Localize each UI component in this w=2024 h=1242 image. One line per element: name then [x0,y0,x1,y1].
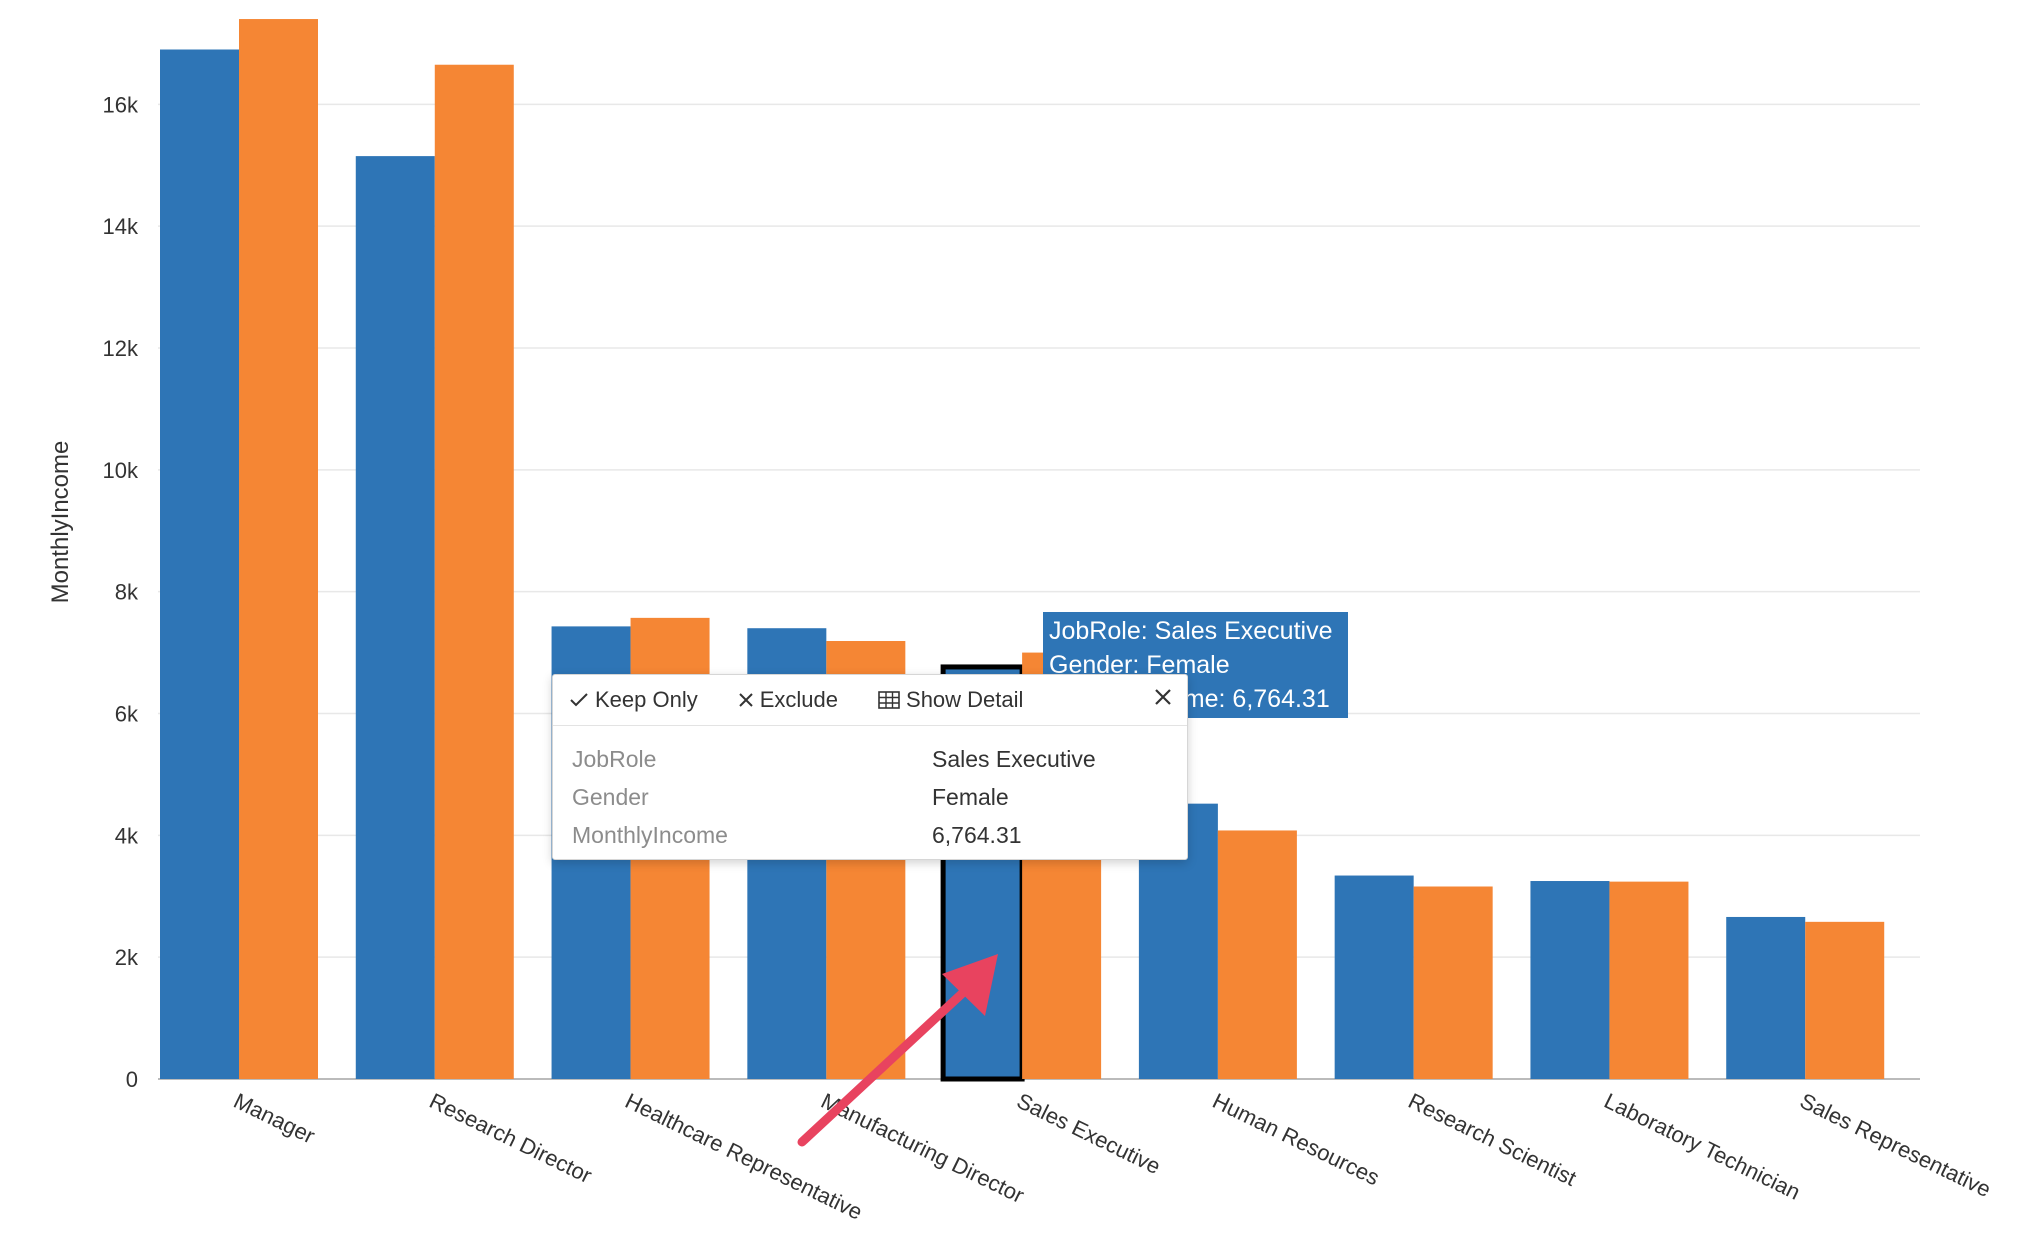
detail-value: 6,764.31 [932,821,1022,848]
exclude-label: Exclude [759,687,839,712]
y-tick-label: 8k [115,580,139,605]
detail-value: Female [932,783,1009,810]
bar[interactable] [1334,875,1414,1079]
bar[interactable] [1217,830,1297,1079]
x-tick-label: Laboratory Technician [1600,1088,1804,1205]
check-icon [569,691,589,709]
x-tick-label: Sales Representative [1796,1088,1995,1202]
bar[interactable] [239,19,318,1079]
annotation-arrow [797,954,998,1147]
keep-only-button[interactable]: Keep Only [569,687,698,713]
x-tick-label: Sales Executive [1013,1088,1165,1179]
x-axis-ticks: Manager Research Director Healthcare Repre… [230,1088,1995,1225]
y-tick-label: 4k [115,823,139,848]
y-axis-title: MonthlyIncome [47,441,74,604]
detail-row: JobRole Sales Executive [553,740,1187,778]
exclude-button[interactable]: Exclude [738,687,838,713]
x-tick-label: Human Resources [1209,1088,1384,1190]
popup-toolbar: Keep Only Exclude Show Detail [553,675,1187,726]
tooltip-jobrole: JobRole: Sales Executive [1049,617,1333,645]
bar[interactable] [1413,886,1493,1079]
detail-key: Gender [572,783,649,810]
bar[interactable] [1805,921,1885,1079]
detail-value: Sales Executive [932,745,1096,772]
bar[interactable] [1609,881,1689,1079]
x-tick-label: Manufacturing Director [817,1088,1028,1208]
close-icon[interactable] [1151,685,1175,715]
bars [160,19,1885,1082]
keep-only-label: Keep Only [595,687,698,712]
x-tick-label: Research Director [426,1088,596,1188]
bar[interactable] [1726,916,1806,1079]
y-tick-label: 2k [115,945,139,970]
context-popup: Keep Only Exclude Show Detail JobRole Sa… [552,674,1188,860]
detail-row: MonthlyIncome 6,764.31 [553,816,1187,854]
y-tick-label: 14k [103,214,139,239]
x-tick-label: Manager [230,1088,319,1149]
y-tick-label: 6k [115,701,139,726]
bar[interactable] [1530,881,1610,1079]
y-tick-label: 12k [103,336,139,361]
x-icon [738,692,754,708]
detail-row: Gender Female [553,778,1187,816]
x-tick-label: Research Scientist [1404,1088,1580,1191]
table-icon [878,691,900,709]
detail-key: MonthlyIncome [572,821,728,848]
bar[interactable] [160,49,239,1080]
arrow-head [942,954,998,1016]
y-tick-label: 10k [103,458,139,483]
detail-key: JobRole [572,745,657,772]
y-tick-label: 0 [126,1067,138,1092]
show-detail-label: Show Detail [906,687,1024,712]
popup-detail-rows: JobRole Sales Executive Gender Female Mo… [553,726,1187,854]
bar[interactable] [355,156,435,1079]
show-detail-button[interactable]: Show Detail [878,687,1023,713]
bar[interactable] [434,64,514,1079]
y-tick-label: 16k [103,92,139,117]
arrow-shaft [797,983,973,1147]
y-axis-ticks: 0 2k 4k 6k 8k 10k 12k 14k 16k [103,92,139,1092]
